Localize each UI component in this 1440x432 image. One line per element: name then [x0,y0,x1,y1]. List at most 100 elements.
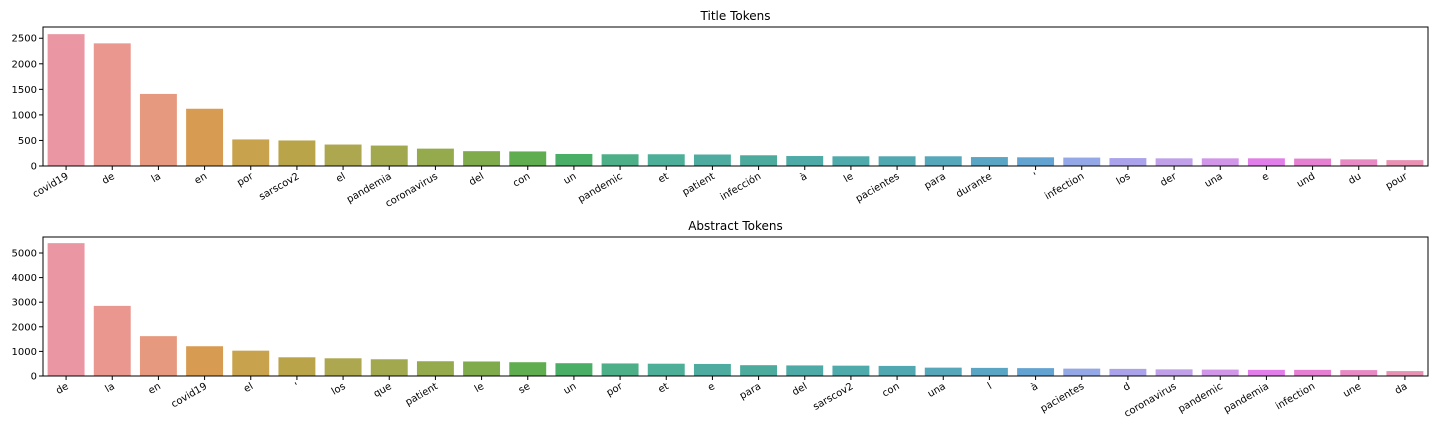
x-tick-label: en [147,381,163,397]
y-tick-label: 4000 [12,273,37,284]
x-tick-label: los [1115,171,1133,188]
x-tick-label: le [842,171,855,185]
x-tick-label: el [334,171,347,185]
bar [93,43,131,166]
bar [1201,158,1239,166]
bar [93,305,131,376]
x-tick-label: e [1260,171,1271,184]
bar [1017,368,1055,376]
bar [186,108,224,166]
bar [47,243,85,376]
bar [1109,158,1147,166]
y-tick-label: 1000 [12,347,37,358]
y-tick-label: 1000 [12,110,37,121]
bar [509,151,547,166]
bar [647,363,685,376]
x-tick-label: à [798,170,809,183]
x-tick-label: patient [681,171,717,198]
bar [1386,371,1424,376]
y-tick-label: 1500 [12,85,37,96]
bar [1386,160,1424,166]
y-tick-label: 2000 [12,322,37,333]
bar [1109,368,1147,376]
bar [186,346,224,376]
axes-frame [42,236,1429,377]
chart-1: Title Tokens 0 500 1000 1500 2000 2500 covid19 d… [12,9,1429,210]
x-tick-label: covid19 [169,381,209,410]
bar [139,93,177,166]
x-tick-label: et [657,171,671,186]
bar [740,365,778,376]
x-tick-label: la [150,171,163,185]
bar [324,358,362,376]
x-tick-label: infection [1274,381,1317,412]
x-tick-label: la [104,381,117,395]
bar [1340,159,1378,166]
x-tick-label: infection [1043,171,1086,202]
bar [786,156,824,166]
x-tick-label: el [242,381,255,395]
bar [278,357,316,376]
axes-frame [42,26,1429,167]
x-tick-label: pandemia [1222,381,1271,416]
x-tick-label: para [738,381,763,402]
bar [416,361,454,376]
x-tick-label: del [467,171,486,188]
x-tick-label: que [372,381,394,400]
x-tick-label: une [1341,381,1363,400]
x-tick-label: du [1347,171,1363,187]
x-tick-label: ' [1032,171,1040,182]
x-tick-label: un [562,171,578,187]
bar [139,336,177,376]
x-tick-label: infección [718,170,763,203]
x-tick-label: con [511,171,532,190]
x-tick-label: ' [294,381,302,392]
bar [1340,370,1378,376]
bar [1017,157,1055,166]
bar [970,367,1008,376]
x-tick-label: por [235,171,256,189]
bar [278,140,316,166]
bar [1155,158,1193,166]
bar [1247,158,1285,166]
x-tick-label: patient [404,381,440,408]
bar [509,362,547,376]
x-tick-label: del [791,381,810,398]
x-tick-label: de [100,171,116,187]
y-tick-label: 0 [31,372,37,383]
x-tick-label: der [1159,171,1180,189]
x-tick-label: covid19 [31,171,71,200]
bar [1155,369,1193,376]
y-tick-label: 3000 [12,298,37,309]
x-tick-label: para [923,171,948,192]
y-tick-label: 2000 [12,59,37,70]
chart-title: Abstract Tokens [688,219,783,233]
bar [878,365,916,376]
bar [1201,369,1239,376]
x-tick-label: sarscov2 [811,381,855,413]
x-tick-label: los [330,381,348,398]
x-tick-label: pour [1384,171,1410,192]
bar [647,154,685,166]
bar [601,363,639,376]
x-tick-label: una [1203,171,1225,190]
x-tick-label: e [706,381,717,394]
bar [416,148,454,167]
x-tick-label: por [605,381,626,399]
x-tick-label: da [1393,381,1409,397]
bar [786,365,824,376]
x-tick-label: una [926,381,948,400]
bar [924,367,962,376]
bar [463,151,501,166]
bar [693,154,731,166]
x-tick-label: und [1295,171,1317,190]
bar [1063,157,1101,166]
bar [232,350,270,376]
x-tick-label: de [54,381,70,397]
bar [832,156,870,166]
bar [970,157,1008,166]
bar [1294,369,1332,376]
x-tick-label: pacientes [854,171,902,205]
bar [1247,369,1285,376]
